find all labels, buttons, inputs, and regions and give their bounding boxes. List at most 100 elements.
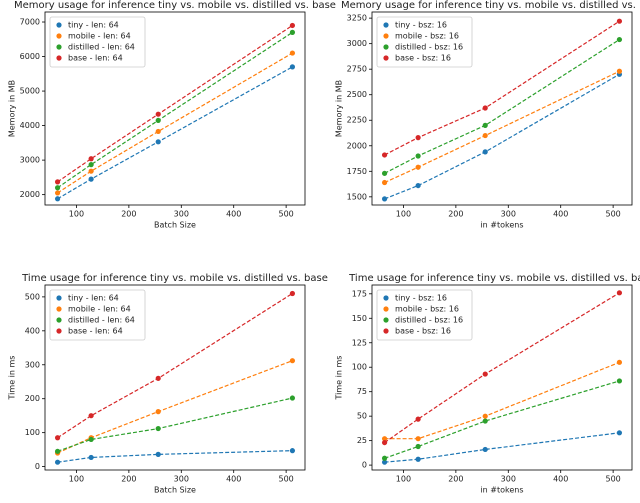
series-line: [384, 361, 620, 440]
legend-marker: [56, 328, 62, 334]
x-tick-label: 200: [121, 475, 136, 484]
legend-label: tiny - len: 64: [68, 294, 119, 303]
legend-box: [376, 16, 473, 68]
plot-frame: [44, 284, 306, 471]
data-point: [381, 196, 388, 202]
data-point: [289, 395, 296, 401]
data-point: [289, 290, 296, 297]
legend: tiny - bsz: 16 mobile - bsz: 16 distilled …: [376, 16, 473, 68]
y-tick-label: 0: [362, 461, 367, 470]
x-tick-label: 500: [278, 210, 293, 219]
legend-marker: [56, 295, 62, 301]
data-point: [54, 435, 61, 441]
data-point: [381, 152, 388, 158]
data-point: [155, 139, 161, 145]
data-point: [289, 64, 296, 70]
series-line: [57, 397, 293, 452]
data-point: [482, 418, 488, 424]
legend: tiny - bsz: 16 mobile - bsz: 16 distilled …: [376, 289, 473, 341]
legend-label: tiny - bsz: 16: [395, 21, 447, 30]
chart-title: Time usage for inference tiny vs. mobile…: [348, 273, 640, 284]
data-point: [289, 29, 296, 35]
y-tick-label: 2500: [347, 90, 367, 99]
data-point: [415, 436, 421, 442]
y-tick-label: 0: [35, 462, 40, 471]
y-tick-label: 5000: [20, 87, 40, 96]
legend: tiny - len: 64 mobile - len: 64 distilled …: [49, 16, 146, 68]
chart-title: Memory usage for inference tiny vs. mobi…: [14, 0, 336, 11]
data-point: [54, 459, 61, 465]
plot-frame: [44, 11, 306, 206]
x-tick-label: 300: [174, 475, 189, 484]
chart-panel: Memory usage for inference tiny vs. mobi…: [335, 0, 640, 230]
data-point: [415, 135, 421, 141]
data-point: [289, 448, 296, 454]
legend-marker: [383, 295, 389, 301]
y-axis-label: Time in ms: [335, 356, 344, 401]
data-point: [88, 156, 94, 162]
y-tick-label: 7000: [20, 18, 40, 27]
legend-marker: [383, 306, 389, 312]
y-tick-label: 2250: [347, 116, 367, 125]
data-point: [381, 459, 388, 465]
data-point: [616, 68, 623, 74]
x-tick-label: 300: [174, 210, 189, 219]
data-point: [482, 122, 488, 128]
x-tick-label: 100: [396, 210, 411, 219]
x-axis-label: in #tokens: [480, 486, 523, 495]
legend-box: [49, 16, 146, 68]
y-tick-label: 3250: [347, 14, 367, 23]
x-tick-label: 100: [396, 475, 411, 484]
legend-marker: [56, 33, 62, 39]
y-tick-label: 175: [352, 289, 367, 298]
y-tick-label: 200: [25, 394, 40, 403]
data-point: [54, 448, 61, 454]
x-tick-label: 500: [605, 475, 620, 484]
legend-label: base - bsz: 16: [395, 327, 451, 336]
data-point: [155, 425, 161, 432]
data-point: [155, 451, 161, 457]
legend-box: [376, 289, 473, 341]
legend-marker: [383, 33, 389, 39]
y-tick-label: 400: [25, 326, 40, 335]
data-point: [54, 190, 61, 196]
chart-panel: Time usage for inference tiny vs. mobile…: [335, 273, 640, 495]
data-point: [482, 149, 488, 155]
y-tick-label: 50: [357, 412, 367, 421]
series-line: [384, 39, 620, 174]
legend-label: distilled - len: 64: [68, 43, 135, 52]
y-tick-label: 75: [357, 387, 367, 396]
legend-label: tiny - len: 64: [68, 21, 119, 30]
legend-marker: [56, 317, 62, 323]
legend-label: base - len: 64: [68, 54, 123, 63]
x-tick-label: 200: [448, 210, 463, 219]
x-tick-label: 300: [501, 475, 516, 484]
data-point: [381, 179, 388, 186]
legend-label: distilled - bsz: 16: [395, 316, 463, 325]
legend-label: mobile - len: 64: [68, 305, 131, 314]
data-point: [88, 436, 94, 443]
data-point: [289, 358, 296, 364]
legend-box: [49, 289, 146, 341]
legend-marker: [383, 55, 389, 61]
x-tick-label: 500: [605, 210, 620, 219]
y-tick-label: 6000: [20, 52, 40, 61]
chart-title: Time usage for inference tiny vs. mobile…: [21, 273, 328, 284]
legend-label: distilled - bsz: 16: [395, 43, 463, 52]
data-point: [289, 22, 296, 29]
x-tick-label: 500: [278, 475, 293, 484]
x-tick-label: 400: [553, 210, 568, 219]
x-tick-label: 400: [226, 475, 241, 484]
data-point: [482, 105, 488, 111]
data-point: [381, 439, 388, 446]
x-tick-label: 100: [69, 475, 84, 484]
data-point: [616, 378, 623, 384]
data-point: [482, 446, 488, 453]
data-point: [289, 50, 296, 56]
legend-marker: [383, 328, 389, 334]
y-tick-label: 100: [25, 428, 40, 437]
y-tick-label: 2000: [347, 141, 367, 150]
legend-label: tiny - bsz: 16: [395, 294, 447, 303]
series-line: [57, 52, 293, 194]
data-point: [88, 162, 94, 168]
